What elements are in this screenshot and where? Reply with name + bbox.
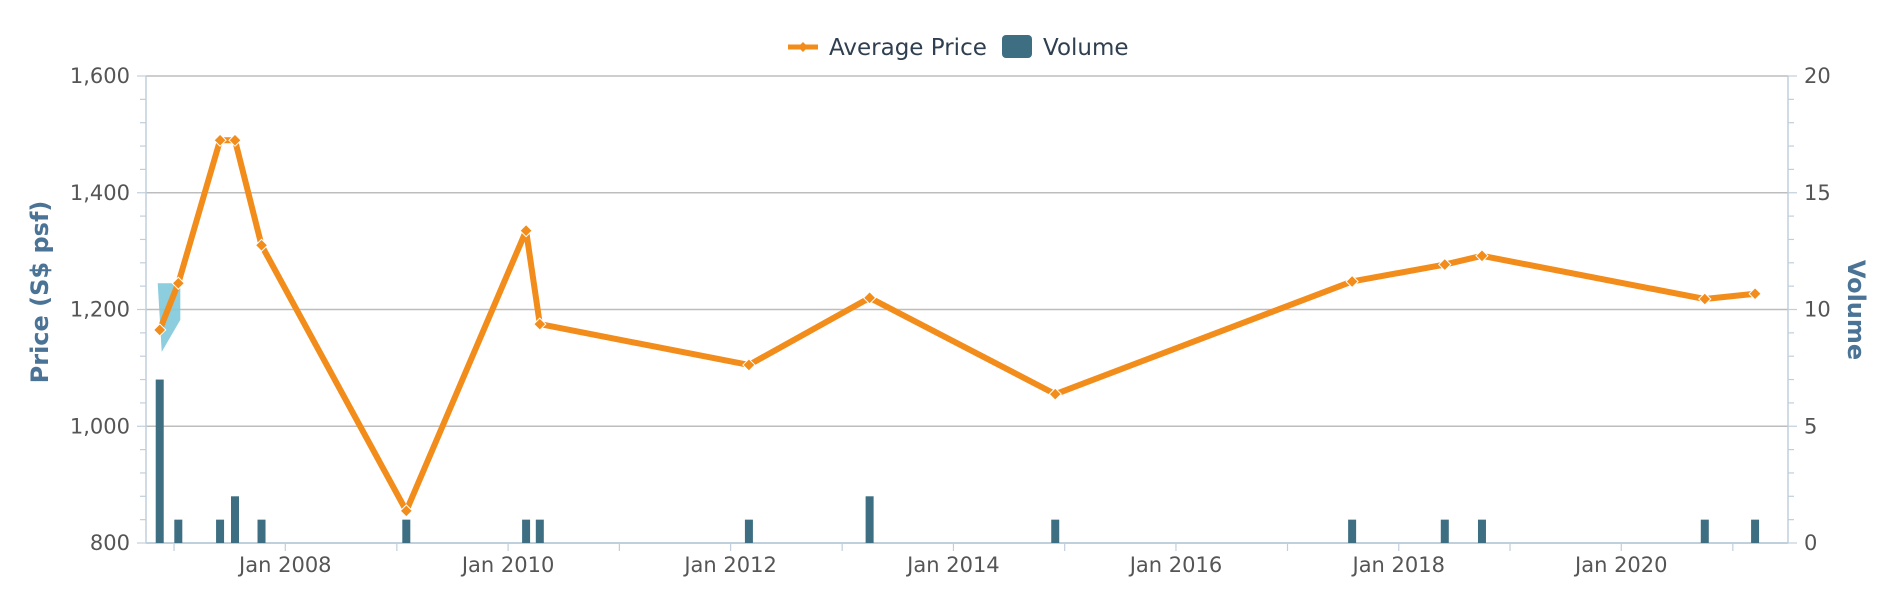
average-price-point[interactable] <box>399 504 414 518</box>
average-price-point[interactable] <box>862 291 877 305</box>
y-right-tick-label: 0 <box>1804 531 1817 555</box>
volume-bar[interactable] <box>1051 519 1060 543</box>
volume-bar[interactable] <box>1440 519 1449 543</box>
volume-bar[interactable] <box>1751 519 1760 543</box>
y-left-tick-label: 1,200 <box>70 298 130 322</box>
volume-bar[interactable] <box>231 496 240 543</box>
volume-bar[interactable] <box>257 519 266 543</box>
volume-bar[interactable] <box>174 519 183 543</box>
volume-bar[interactable] <box>1477 519 1486 543</box>
average-price-point[interactable] <box>1475 249 1489 263</box>
y-left-tick-label: 1,400 <box>70 181 130 205</box>
average-price-point[interactable] <box>213 133 227 147</box>
volume-bar[interactable] <box>402 519 411 543</box>
average-price-point[interactable] <box>1698 292 1712 306</box>
y-axis-left-title: Price (S$ psf) <box>26 201 54 384</box>
y-left-tick-label: 800 <box>90 531 130 555</box>
y-right-tick-label: 5 <box>1804 414 1817 438</box>
volume-bar[interactable] <box>865 496 874 543</box>
volume-bar[interactable] <box>535 519 544 543</box>
average-price-point[interactable] <box>1748 287 1762 301</box>
average-price-line <box>156 137 1759 514</box>
legend-label-volume: Volume <box>1043 35 1129 61</box>
y-axis-right-title: Volume <box>1842 260 1870 360</box>
legend-diamond-marker <box>798 42 808 52</box>
x-tick-label: Jan 2016 <box>1128 553 1223 577</box>
y-left-tick-label: 1,000 <box>70 414 130 438</box>
average-price-point[interactable] <box>1345 274 1359 289</box>
x-tick-label: Jan 2018 <box>1351 553 1446 577</box>
volume-bar[interactable] <box>216 519 225 543</box>
volume-bar[interactable] <box>1700 519 1709 543</box>
average-price-point[interactable] <box>171 276 186 290</box>
average-price-point[interactable] <box>519 223 533 238</box>
x-tick-label: Jan 2012 <box>682 553 777 577</box>
volume-bar[interactable] <box>155 379 164 543</box>
price-line-layer <box>153 133 1762 518</box>
x-tick-label: Jan 2010 <box>460 553 555 577</box>
average-price-point[interactable] <box>228 133 242 147</box>
volume-bar[interactable] <box>744 519 753 543</box>
volume-bar[interactable] <box>1348 519 1357 543</box>
y-left-tick-label: 1,600 <box>70 64 130 88</box>
legend-item-average-price[interactable]: Average Price <box>788 35 987 61</box>
x-tick-label: Jan 2020 <box>1573 553 1668 577</box>
y-right-tick-label: 15 <box>1804 181 1831 205</box>
average-price-point[interactable] <box>153 323 167 337</box>
x-tick-label: Jan 2008 <box>237 553 332 577</box>
y-right-tick-label: 20 <box>1804 64 1831 88</box>
volume-bars <box>155 379 1760 543</box>
legend-label-average-price: Average Price <box>829 35 987 61</box>
y-right-tick-label: 10 <box>1804 298 1831 322</box>
average-price-point[interactable] <box>1438 257 1452 272</box>
legend-item-volume[interactable]: Volume <box>1002 35 1129 61</box>
x-tick-label: Jan 2014 <box>905 553 1000 577</box>
average-price-point[interactable] <box>742 358 756 372</box>
axis-layer: 800 0 1,000 5 1,200 10 1,400 15 1,600 20 Jan 2008 J… <box>70 64 1831 577</box>
grid-layer <box>146 75 1788 427</box>
legend-bar-swatch <box>1002 35 1032 58</box>
average-price-point[interactable] <box>1048 387 1062 401</box>
average-price-point[interactable] <box>533 317 547 331</box>
legend: Average Price Volume <box>788 35 1129 61</box>
average-price-point[interactable] <box>254 238 269 252</box>
volume-bar[interactable] <box>522 519 531 543</box>
